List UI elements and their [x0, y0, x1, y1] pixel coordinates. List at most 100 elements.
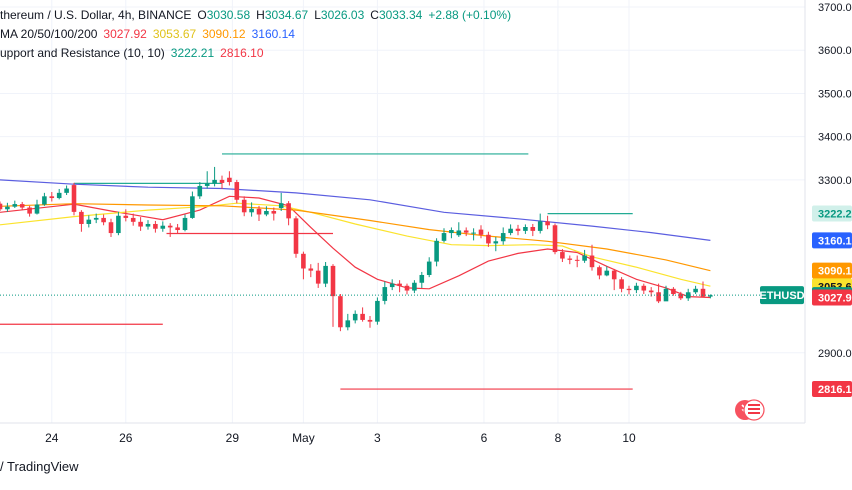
candle-body [626, 288, 632, 291]
candle-body [264, 211, 269, 215]
sr-support-value: 2816.10 [220, 46, 264, 60]
candle [167, 223, 173, 237]
candle [56, 188, 62, 200]
candle-body [249, 208, 254, 213]
candle [93, 213, 99, 224]
candle [545, 215, 550, 230]
price-badge-bg [812, 262, 852, 279]
candle [552, 223, 558, 255]
y-tick-label: 2900.00 [818, 348, 852, 360]
ohlc-close: C3033.34 [370, 6, 422, 25]
candle [286, 201, 291, 226]
time-axis[interactable]: 24 26 29 May 3 6 8 10 [45, 431, 636, 445]
price-axis[interactable]: 3700.00 3600.00 3500.00 3400.00 3300.00 2900.… [0, 0, 852, 424]
candle [27, 205, 32, 217]
ma-label: MA 20/50/100/200 [0, 27, 98, 41]
candle-body [308, 268, 314, 271]
flag-stripe [748, 412, 760, 414]
candle-body [404, 285, 410, 291]
price-badge-label: 3222.2 [818, 209, 852, 221]
candle-body [478, 229, 484, 235]
candle [182, 214, 188, 232]
chart-legend: thereum / U.S. Dollar, 4h, BINANCE O3030… [0, 6, 511, 63]
candle [101, 214, 106, 226]
candle-body [574, 259, 580, 261]
flag-icon[interactable] [735, 399, 765, 421]
candle-body [486, 234, 491, 244]
price-labels: 3222.23160.13090.13053.63033.33027.92816… [812, 205, 852, 398]
candle [34, 199, 40, 215]
candle [656, 283, 661, 304]
y-tick-label: 3500.00 [818, 88, 852, 100]
sr-label: upport and Resistance (10, 10) [0, 46, 165, 60]
candle [500, 227, 506, 245]
x-tick-label: 3 [374, 431, 381, 445]
flag-stripe [748, 404, 760, 406]
candle [5, 202, 10, 212]
candle [264, 206, 269, 217]
legend-symbol-row[interactable]: thereum / U.S. Dollar, 4h, BINANCE O3030… [0, 6, 511, 25]
candle-body [397, 283, 402, 286]
price-badge: 3222.2 [812, 205, 852, 222]
y-tick-label: 3700.00 [818, 2, 852, 14]
candle [515, 224, 521, 236]
candle-body [589, 255, 595, 268]
ohlc-open: O3030.58 [197, 6, 250, 25]
candle [412, 280, 417, 294]
candle-body [389, 283, 395, 288]
candle [301, 251, 306, 280]
candle-body [56, 192, 62, 199]
candle-body [330, 265, 336, 297]
candle-body [34, 204, 40, 214]
candle [589, 244, 595, 271]
candle-body [160, 225, 166, 229]
candle-body [375, 300, 380, 322]
candle [49, 191, 55, 202]
legend-sr-row[interactable]: upport and Resistance (10, 10) 3222.21 2… [0, 44, 511, 63]
candle [130, 213, 136, 226]
legend-ma-row[interactable]: MA 20/50/100/200 3027.92 3053.67 3090.12… [0, 25, 511, 44]
close-label: C [370, 8, 379, 22]
candle-body [419, 274, 425, 283]
candle-body [656, 292, 661, 302]
x-tick-label: 10 [622, 431, 636, 445]
candle [175, 223, 180, 234]
candle-body [456, 230, 462, 236]
candle-body [49, 196, 55, 199]
price-badge-bg [812, 205, 852, 222]
candle [708, 294, 713, 299]
candle [360, 307, 365, 322]
footer-brand[interactable]: / TradingView [0, 459, 79, 474]
x-tick-label: 24 [45, 431, 59, 445]
candle [604, 266, 610, 277]
candle [560, 249, 565, 263]
ohlc-high: H3034.67 [256, 6, 308, 25]
candle [597, 265, 602, 280]
ma50-value: 3053.67 [152, 27, 197, 41]
candle [249, 202, 254, 217]
candle-body [700, 288, 706, 297]
price-badge-label: 3160.1 [818, 235, 852, 247]
candle-body [42, 196, 47, 205]
candle-body [641, 285, 647, 291]
candle-body [182, 217, 188, 231]
symbol-tag-label: ETHUSD [759, 290, 804, 302]
candle-body [256, 208, 262, 215]
candle-body [123, 215, 129, 218]
candle-body [604, 270, 610, 276]
candle-body [293, 218, 299, 254]
candle [449, 227, 454, 239]
candle [116, 211, 121, 236]
price-badge-bg [812, 232, 852, 249]
candle-body [190, 196, 195, 218]
candle [323, 262, 328, 288]
ma20-value: 3027.92 [103, 27, 147, 41]
candle-body [64, 188, 69, 193]
candle [397, 280, 402, 293]
candle-body [197, 185, 203, 197]
candle [256, 205, 262, 221]
change-value: +2.88 (+0.10%) [428, 8, 512, 22]
candle [471, 228, 476, 241]
